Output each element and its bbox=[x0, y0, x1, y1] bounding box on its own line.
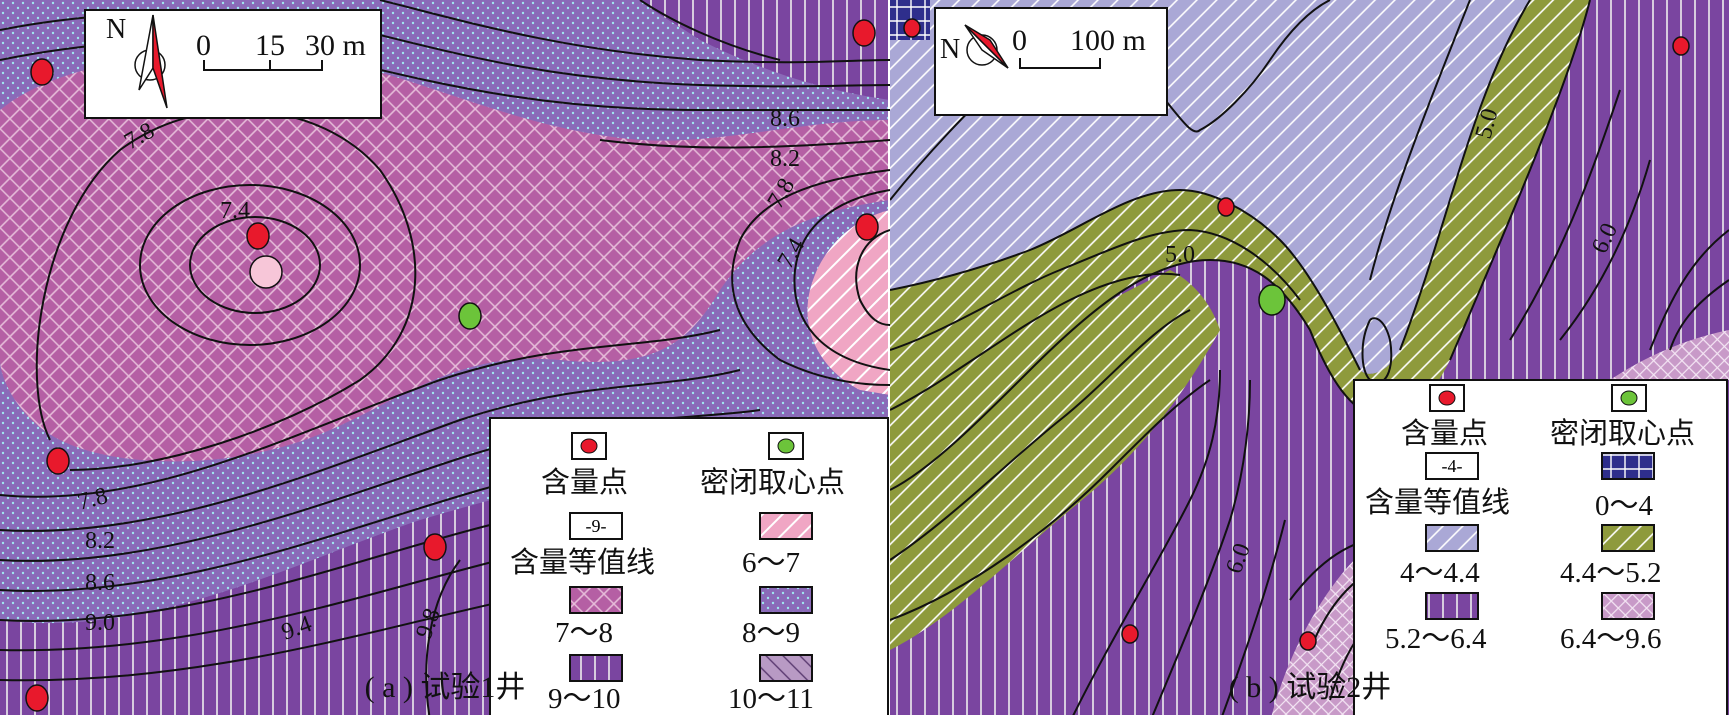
legend-class-label: 0～4 bbox=[1595, 490, 1654, 522]
legend-swatch-4.4-5.2 bbox=[1601, 524, 1655, 552]
legend-swatch-6.4-9.6 bbox=[1601, 592, 1655, 620]
captions: ( a ) 试验1井 ( b ) 试验2井 bbox=[365, 671, 1392, 704]
contour-label: 8.6 bbox=[85, 570, 115, 596]
scale-end: 100 m bbox=[1070, 24, 1146, 57]
legend-isoline-label: 含量等值线 bbox=[510, 546, 655, 579]
sample-point[interactable] bbox=[246, 222, 270, 250]
sample-point[interactable] bbox=[855, 213, 879, 241]
legend-core-icon bbox=[777, 438, 795, 454]
legend-class-label: 6.4～9.6 bbox=[1560, 623, 1662, 655]
legend-swatch-4-4.4 bbox=[1425, 524, 1479, 552]
sample-point[interactable] bbox=[903, 18, 921, 38]
contour-label: 8.2 bbox=[770, 146, 800, 172]
legend-class-label: 10～11 bbox=[728, 683, 814, 715]
legend-sample-icon bbox=[580, 438, 598, 454]
legend-swatch-0-4 bbox=[1601, 452, 1655, 480]
scale-bar bbox=[203, 60, 323, 71]
core-point[interactable] bbox=[458, 302, 482, 330]
legend-swatch-9-10 bbox=[569, 654, 623, 682]
legend-sample-label: 含量点 bbox=[541, 466, 628, 499]
panel-b: 5.0 5.0 6.0 6.0 N 0 100 m 含量点 密闭取心点 -4- bbox=[890, 0, 1729, 715]
north-scale-box-a: N 0 15 30 m bbox=[84, 9, 382, 119]
scale-zero: 0 bbox=[196, 29, 211, 62]
contour-label: 7.4 bbox=[220, 198, 250, 224]
contour-label: 5.0 bbox=[1165, 242, 1195, 268]
legend-class-label: 5.2～6.4 bbox=[1385, 623, 1487, 655]
panel-b-svg: 5.0 5.0 6.0 6.0 N 0 100 m 含量点 密闭取心点 -4- bbox=[890, 0, 1729, 715]
legend-isoline-symbol: -4- bbox=[1442, 456, 1463, 476]
legend-class-label: 4～4.4 bbox=[1400, 557, 1480, 589]
legend-swatch-10-11 bbox=[759, 654, 813, 682]
caption-a: ( a ) 试验1井 bbox=[365, 671, 526, 704]
legend-isoline-label: 含量等值线 bbox=[1365, 486, 1510, 519]
north-label: N bbox=[106, 14, 126, 45]
panel-a-svg: 7.8 7.4 8.6 8.2 7.8 7.4 7.8 8.2 8.6 9.0 … bbox=[0, 0, 890, 715]
caption-b: ( b ) 试验2井 bbox=[1229, 671, 1391, 704]
sample-point[interactable] bbox=[1217, 197, 1235, 217]
points-a bbox=[25, 19, 879, 712]
legend-b: 含量点 密闭取心点 -4- 含量等值线 0～4 4～4.4 4.4～5.2 5.… bbox=[1353, 379, 1728, 715]
legend-sample-label: 含量点 bbox=[1401, 417, 1488, 450]
north-arrow-icon bbox=[964, 24, 1009, 69]
contour-label: 9.0 bbox=[85, 610, 115, 636]
scale-bar bbox=[1019, 58, 1101, 69]
scale-end: 30 m bbox=[305, 29, 366, 62]
legend-core-icon bbox=[1620, 390, 1638, 406]
panel-a: 7.8 7.4 8.6 8.2 7.8 7.4 7.8 8.2 8.6 9.0 … bbox=[0, 0, 890, 715]
sample-point[interactable] bbox=[46, 447, 70, 475]
legend-swatch-8-9 bbox=[759, 586, 813, 614]
legend-class-label: 6～7 bbox=[742, 547, 800, 579]
legend-swatch-6-7 bbox=[759, 512, 813, 540]
legend-class-label: 8～9 bbox=[742, 617, 800, 649]
contour-label: 8.2 bbox=[85, 528, 115, 554]
sample-point[interactable] bbox=[1299, 631, 1317, 651]
legend-swatch-5.2-6.4 bbox=[1425, 592, 1479, 620]
sample-point[interactable] bbox=[30, 58, 54, 86]
zone-9-10-top bbox=[640, 0, 888, 100]
scale-mid: 15 bbox=[255, 29, 285, 62]
north-label: N bbox=[940, 34, 960, 65]
zone-7-8 bbox=[0, 52, 888, 462]
legend-core-label: 密闭取心点 bbox=[700, 466, 845, 499]
north-arrow-icon bbox=[134, 14, 168, 109]
legend-class-label: 4.4～5.2 bbox=[1560, 557, 1662, 589]
sample-point[interactable] bbox=[852, 19, 876, 47]
core-point[interactable] bbox=[1258, 284, 1286, 316]
north-scale-box-b: N 0 100 m bbox=[934, 7, 1168, 116]
contour-label: 8.6 bbox=[770, 106, 800, 132]
legend-a: 含量点 密闭取心点 -9- 含量等值线 6～7 7～8 8～9 9～10 10～… bbox=[489, 417, 889, 715]
legend-class-label: 9～10 bbox=[548, 683, 621, 715]
sample-point[interactable] bbox=[25, 684, 49, 712]
legend-swatch-7-8 bbox=[569, 586, 623, 614]
zone-4.4-5.2-left bbox=[890, 270, 1220, 650]
sample-point[interactable] bbox=[1672, 36, 1690, 56]
legend-isoline-symbol: -9- bbox=[586, 516, 607, 536]
scale-zero: 0 bbox=[1012, 24, 1027, 57]
points-b bbox=[903, 18, 1690, 651]
legend-core-label: 密闭取心点 bbox=[1550, 417, 1695, 450]
zone-6.4-9.6-right bbox=[1610, 330, 1729, 380]
zone-6-7 bbox=[807, 210, 888, 395]
zone-6-7-spot bbox=[249, 255, 283, 289]
legend-class-label: 7～8 bbox=[555, 617, 613, 649]
legend-sample-icon bbox=[1438, 390, 1456, 406]
sample-point[interactable] bbox=[423, 533, 447, 561]
sample-point[interactable] bbox=[1121, 624, 1139, 644]
